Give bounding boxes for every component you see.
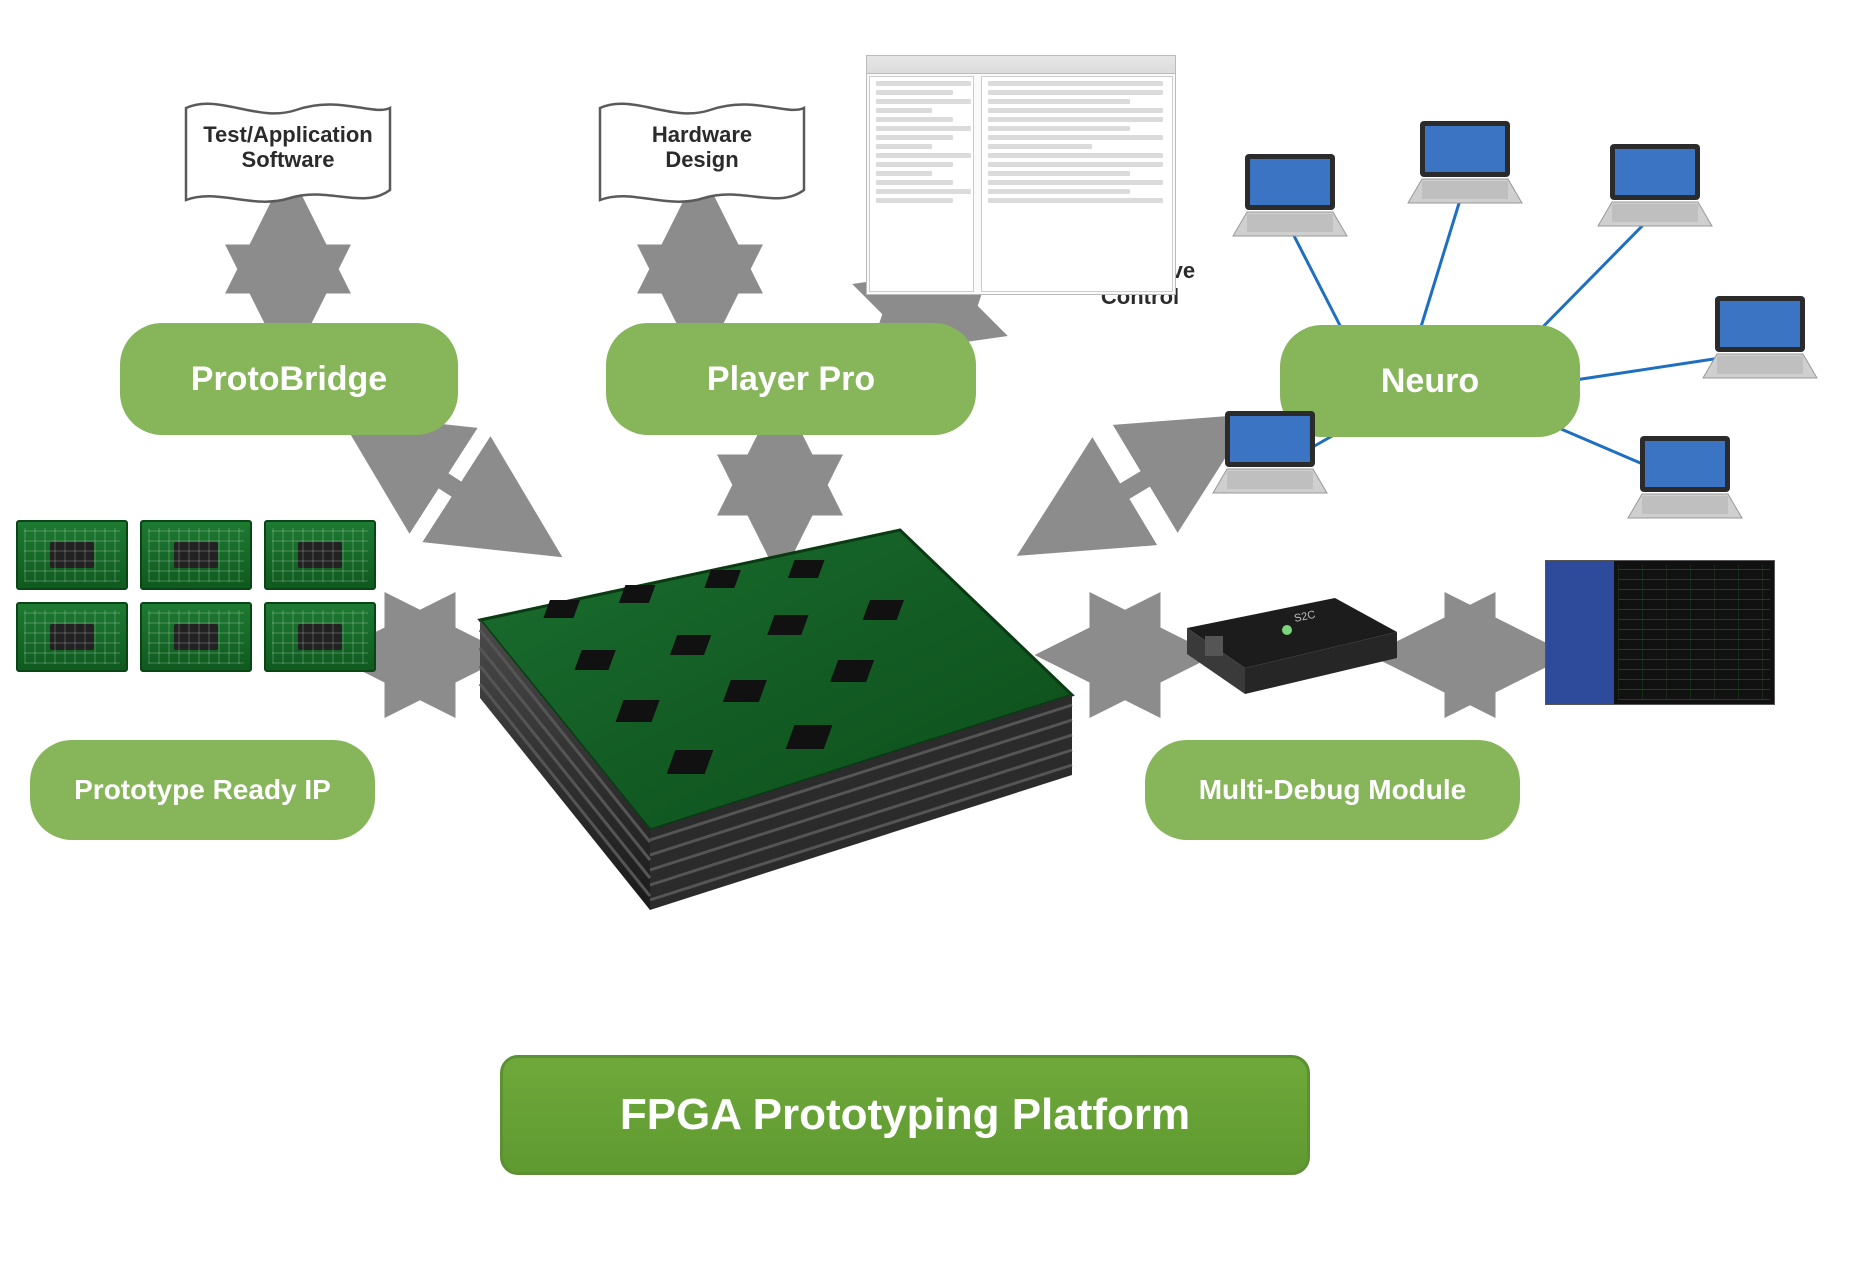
doc-test-app-line1: Test/Application [203,122,373,147]
doc-hardware-design: Hardware Design [592,98,812,218]
main-title-label: FPGA Prototyping Platform [620,1090,1190,1140]
pcb-board [16,520,128,590]
node-prototype-ready-ip: Prototype Ready IP [30,740,375,840]
double-arrow [900,300,960,320]
laptop-icon [1400,115,1530,210]
laptop-icon [1205,405,1335,500]
node-multi-debug-label: Multi-Debug Module [1199,774,1467,806]
neuro-link [1530,218,1650,340]
laptop-icon [1590,138,1720,233]
node-protobridge-label: ProtoBridge [191,360,387,399]
laptop-icon [1225,148,1355,243]
waveform-viewer-screenshot [1545,560,1775,705]
laptop-icon [1620,430,1750,525]
neuro-link [1420,200,1460,330]
pcb-board [16,602,128,672]
pcb-board [140,520,252,590]
pcb-board [264,520,376,590]
laptop-icon [1695,290,1825,385]
main-title-bar: FPGA Prototyping Platform [500,1055,1310,1175]
doc-test-app-line2: Software [178,147,398,172]
multi-debug-hardware: S2C [1175,590,1405,700]
pcb-board [264,602,376,672]
node-playerpro-label: Player Pro [707,360,875,399]
doc-test-application-software: Test/Application Software [178,98,398,218]
node-protobridge: ProtoBridge [120,323,458,435]
node-playerpro: Player Pro [606,323,976,435]
node-neuro-label: Neuro [1381,362,1479,401]
node-multi-debug: Multi-Debug Module [1145,740,1520,840]
node-prototype-ready-ip-label: Prototype Ready IP [74,774,331,806]
double-arrow [1060,440,1210,530]
doc-hw-line1: Hardware [652,122,752,147]
doc-hw-line2: Design [592,147,812,172]
fpga-platform-image [440,490,1080,920]
pcb-board [140,602,252,672]
screenshot-playerpro-window [866,55,1176,295]
